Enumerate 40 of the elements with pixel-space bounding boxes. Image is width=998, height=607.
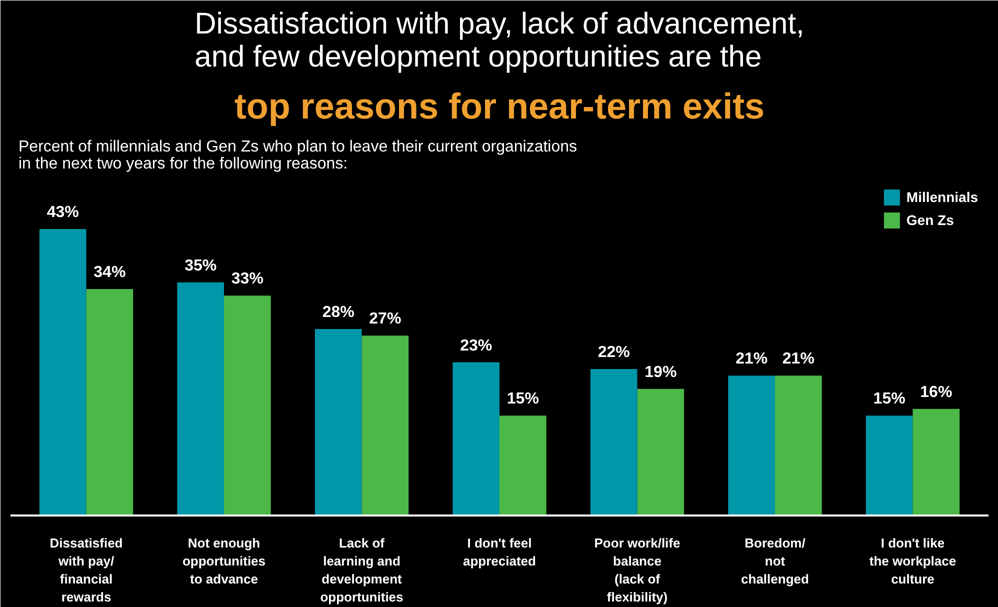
text: Percent of millennials and Gen Zs who plan to leave their current organizations in the next two years for the following reasons: <box>18 138 578 172</box>
bar <box>866 416 913 516</box>
x-tick-label: I don't feel appreciated <box>463 536 536 568</box>
x-tick-label: Lack of learning and development opportunities <box>320 536 404 604</box>
x-tick-label: Dissatisfied with pay/ financial rewards <box>50 536 123 604</box>
bar <box>637 388 684 516</box>
chart-title: Dissatisfaction with pay, lack of advancement, and few development opportunities are the <box>194 8 804 74</box>
data-label: 43% <box>46 204 79 222</box>
bar <box>177 282 224 516</box>
x-tick-label: Not enough opportunities to advance <box>182 536 266 586</box>
data-label: 33% <box>231 270 264 288</box>
data-label: 28% <box>322 304 354 321</box>
data-label: 27% <box>369 310 402 328</box>
bar <box>86 289 134 516</box>
bar <box>314 328 362 516</box>
x-tick-label: I don't like the workplace culture <box>869 536 956 586</box>
bar <box>590 368 638 516</box>
data-label: 34% <box>94 264 126 282</box>
bar <box>39 229 86 516</box>
bar <box>224 296 271 516</box>
data-label: 35% <box>184 257 217 274</box>
chart-subtitle: top reasons for near-term exits <box>234 86 765 126</box>
data-label: 16% <box>920 384 952 401</box>
data-label: 15% <box>873 390 906 408</box>
data-label: 23% <box>460 337 492 354</box>
data-label: 21% <box>782 350 814 368</box>
bar <box>774 376 822 516</box>
x-tick-label: Boredom/ not challenged <box>741 536 810 586</box>
bar <box>500 416 546 516</box>
data-label: 22% <box>598 344 630 361</box>
legend-label: Gen Zs <box>906 212 954 228</box>
data-label: 19% <box>644 364 677 381</box>
bar <box>452 362 500 516</box>
legend-label: Millennials <box>906 189 978 205</box>
bar <box>728 376 775 516</box>
data-label: 21% <box>736 350 768 368</box>
data-label: 15% <box>506 390 539 408</box>
x-tick-label: Poor work/life balance (lack of flexibility) <box>594 536 680 604</box>
bar <box>912 408 960 516</box>
bar <box>362 336 409 516</box>
